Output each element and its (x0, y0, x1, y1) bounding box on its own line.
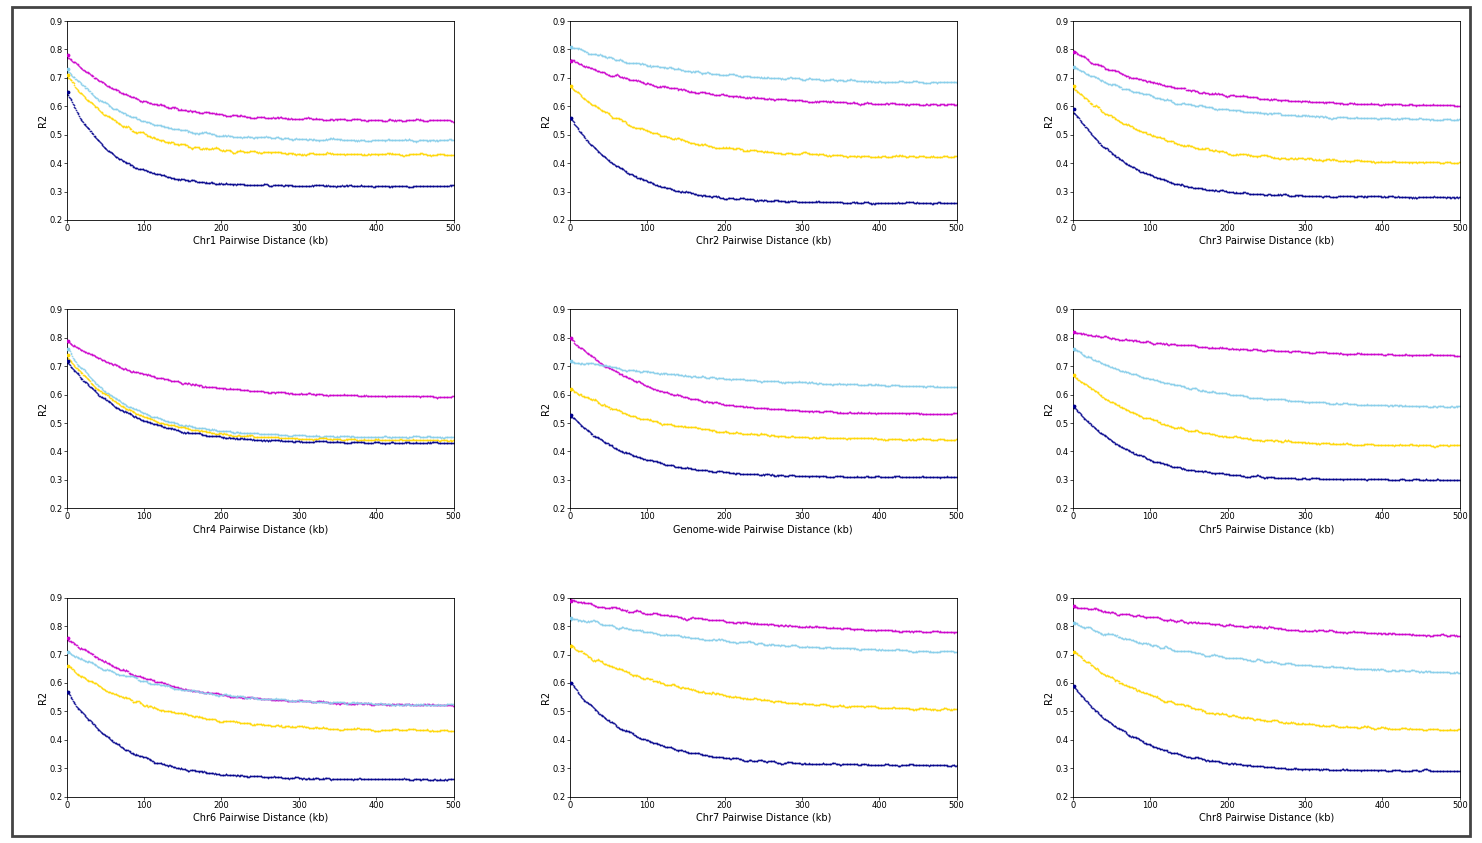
X-axis label: Chr4 Pairwise Distance (kb): Chr4 Pairwise Distance (kb) (193, 524, 328, 534)
Y-axis label: R2: R2 (1043, 690, 1054, 704)
X-axis label: Chr3 Pairwise Distance (kb): Chr3 Pairwise Distance (kb) (1199, 236, 1334, 246)
X-axis label: Chr6 Pairwise Distance (kb): Chr6 Pairwise Distance (kb) (193, 813, 328, 823)
X-axis label: Chr7 Pairwise Distance (kb): Chr7 Pairwise Distance (kb) (695, 813, 831, 823)
X-axis label: Genome-wide Pairwise Distance (kb): Genome-wide Pairwise Distance (kb) (673, 524, 854, 534)
Y-axis label: R2: R2 (39, 690, 47, 704)
Y-axis label: R2: R2 (39, 402, 47, 416)
X-axis label: Chr1 Pairwise Distance (kb): Chr1 Pairwise Distance (kb) (193, 236, 328, 246)
X-axis label: Chr5 Pairwise Distance (kb): Chr5 Pairwise Distance (kb) (1199, 524, 1334, 534)
Y-axis label: R2: R2 (541, 690, 551, 704)
Y-axis label: R2: R2 (1043, 114, 1054, 127)
Y-axis label: R2: R2 (39, 114, 47, 127)
X-axis label: Chr2 Pairwise Distance (kb): Chr2 Pairwise Distance (kb) (695, 236, 831, 246)
Y-axis label: R2: R2 (541, 402, 551, 416)
Y-axis label: R2: R2 (1043, 402, 1054, 416)
X-axis label: Chr8 Pairwise Distance (kb): Chr8 Pairwise Distance (kb) (1199, 813, 1334, 823)
Y-axis label: R2: R2 (541, 114, 551, 127)
